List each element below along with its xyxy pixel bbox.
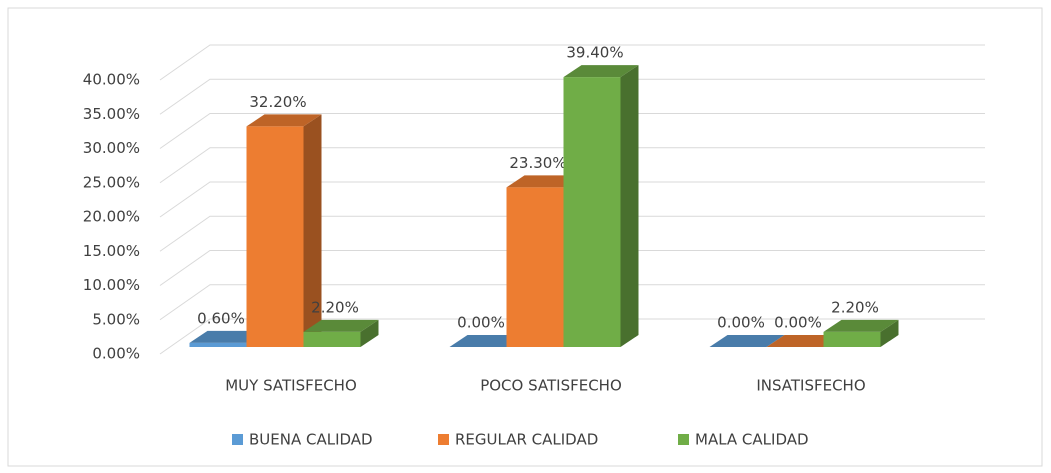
bar-side (360, 319, 379, 347)
x-tick-label: INSATISFECHO (756, 377, 865, 395)
grid-line (159, 113, 985, 149)
x-tick-label: POCO SATISFECHO (480, 377, 622, 395)
bar-side (880, 319, 899, 347)
data-label: 23.30% (509, 154, 566, 172)
grid-line (159, 44, 985, 81)
grid-line (159, 181, 985, 218)
y-tick-label: 20.00% (83, 208, 140, 226)
bar-top (823, 319, 899, 332)
bar-top (449, 335, 525, 347)
bar (189, 342, 247, 347)
legend-swatch (232, 434, 243, 445)
data-label: 0.00% (774, 314, 822, 332)
bar (303, 331, 361, 347)
bar (823, 331, 881, 347)
bar (506, 187, 564, 347)
data-label: 2.20% (831, 298, 879, 316)
y-tick-label: 15.00% (83, 242, 140, 260)
bar (246, 126, 304, 348)
grid-line (159, 284, 985, 321)
data-label: 39.40% (566, 44, 623, 62)
y-tick-label: 40.00% (83, 71, 140, 89)
bar (563, 77, 621, 348)
grid-line (159, 78, 985, 115)
bar-top (709, 335, 785, 347)
data-label: 0.60% (197, 309, 245, 327)
bar-side (620, 65, 639, 348)
grid-line (159, 318, 985, 355)
bar-top (189, 330, 265, 343)
legend-label: BUENA CALIDAD (249, 431, 373, 449)
bar-top (303, 319, 379, 332)
bar-top (563, 65, 639, 78)
legend-swatch (438, 434, 449, 445)
legend-label: REGULAR CALIDAD (455, 431, 598, 449)
data-label: 32.20% (249, 93, 306, 111)
y-tick-label: 0.00% (92, 345, 140, 363)
data-label: 0.00% (717, 314, 765, 332)
data-label: 2.20% (311, 298, 359, 316)
y-tick-label: 10.00% (83, 276, 140, 294)
x-tick-label: MUY SATISFECHO (225, 377, 357, 395)
y-tick-label: 25.00% (83, 173, 140, 191)
grid-line (159, 250, 985, 286)
grid-line (159, 147, 985, 184)
y-tick-label: 30.00% (83, 139, 140, 157)
legend-label: MALA CALIDAD (695, 431, 809, 449)
data-label: 0.00% (457, 314, 505, 332)
bar-top (246, 114, 322, 127)
y-tick-label: 35.00% (83, 105, 140, 123)
bar-top (766, 335, 842, 347)
grid-line (159, 215, 985, 252)
bar-top (506, 175, 582, 188)
y-tick-label: 5.00% (92, 310, 140, 328)
legend-swatch (678, 434, 689, 445)
bar-side (303, 114, 322, 348)
